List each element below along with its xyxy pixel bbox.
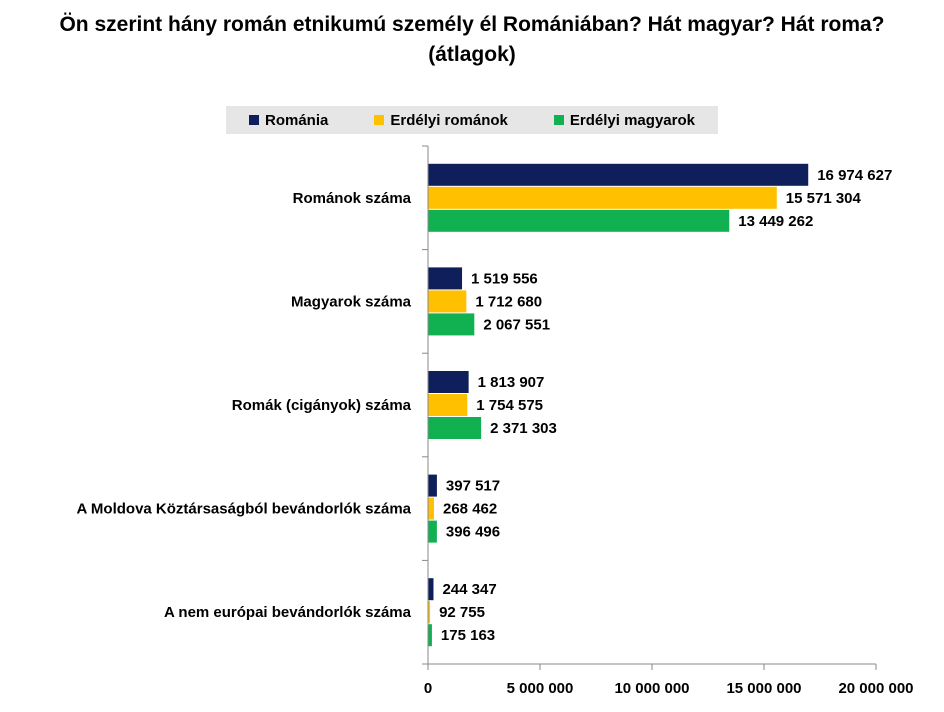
data-label-romania-2: 1 813 907 xyxy=(478,374,545,391)
bar-romania-4 xyxy=(428,578,434,601)
data-label-erdelyi-magyarok-1: 2 067 551 xyxy=(483,316,550,333)
data-label-erdelyi-romanok-4: 92 755 xyxy=(439,604,485,621)
bar-erdelyi-magyarok-2 xyxy=(428,417,482,439)
legend-swatch-erdelyi-magyarok xyxy=(553,115,564,125)
legend-label-erdelyi-romanok: Erdélyi románok xyxy=(390,111,508,129)
bar-erdelyi-romanok-3 xyxy=(428,497,435,520)
legend-item-erdelyi-magyarok: Erdélyi magyarok xyxy=(553,111,695,129)
data-label-erdelyi-magyarok-2: 2 371 303 xyxy=(490,420,557,437)
data-label-erdelyi-romanok-1: 1 712 680 xyxy=(475,293,542,310)
data-label-erdelyi-romanok-2: 1 754 575 xyxy=(476,397,543,414)
data-label-romania-4: 244 347 xyxy=(442,581,496,598)
bar-romania-1 xyxy=(428,267,463,290)
bar-erdelyi-magyarok-3 xyxy=(428,520,437,543)
x-tick-label: 20 000 000 xyxy=(838,680,913,697)
legend-item-romania: Románia xyxy=(249,112,328,129)
category-label-romanok-szama: Románok száma xyxy=(293,190,412,207)
bar-erdelyi-magyarok-0 xyxy=(428,209,730,232)
bar-erdelyi-romanok-0 xyxy=(428,186,777,209)
legend-label-romania: Románia xyxy=(265,111,329,129)
chart-title: Ön szerint hány román etnikumú személy é… xyxy=(59,13,885,66)
bar-romania-3 xyxy=(428,474,437,497)
x-tick-label: 5 000 000 xyxy=(507,680,574,697)
bar-romania-2 xyxy=(428,371,469,393)
data-label-romania-1: 1 519 556 xyxy=(471,270,538,287)
bar-erdelyi-magyarok-1 xyxy=(428,313,475,336)
bar-romania-0 xyxy=(428,163,809,186)
x-tick-label: 0 xyxy=(424,680,432,697)
bar-erdelyi-romanok-1 xyxy=(428,290,467,313)
data-label-erdelyi-magyarok-3: 396 496 xyxy=(446,524,500,541)
bar-erdelyi-magyarok-4 xyxy=(428,624,432,647)
x-tick-label: 15 000 000 xyxy=(726,680,801,697)
legend-item-erdelyi-romanok: Erdélyi románok xyxy=(374,112,508,129)
category-label-a-moldova-koztarsasagbol-bevandorlok-szama: A Moldova Köztársaságból bevándorlók szá… xyxy=(76,501,411,518)
legend-label-erdelyi-magyarok: Erdélyi magyarok xyxy=(569,111,695,129)
legend-swatch-romania xyxy=(249,115,259,125)
data-label-erdelyi-romanok-3: 268 462 xyxy=(443,501,497,518)
x-tick-label: 10 000 000 xyxy=(614,680,689,697)
category-label-a-nem-europai-bevandorlok-szama: A nem európai bevándorlók száma xyxy=(164,604,412,621)
data-label-romania-0: 16 974 627 xyxy=(817,167,892,184)
category-label-romak-ciganyok-szama: Romák (cigányok) száma xyxy=(232,397,412,414)
bar-erdelyi-romanok-2 xyxy=(428,394,468,416)
data-label-erdelyi-magyarok-4: 175 163 xyxy=(441,627,495,644)
bar-erdelyi-romanok-4 xyxy=(428,601,431,624)
data-label-erdelyi-romanok-0: 15 571 304 xyxy=(786,190,862,207)
legend: Románia Erdélyi románok Erdélyi magyarok xyxy=(226,106,718,134)
category-label-magyarok-szama: Magyarok száma xyxy=(291,293,412,310)
legend-swatch-erdelyi-romanok xyxy=(374,115,385,125)
data-label-romania-3: 397 517 xyxy=(446,478,500,495)
data-label-erdelyi-magyarok-0: 13 449 262 xyxy=(738,213,813,230)
